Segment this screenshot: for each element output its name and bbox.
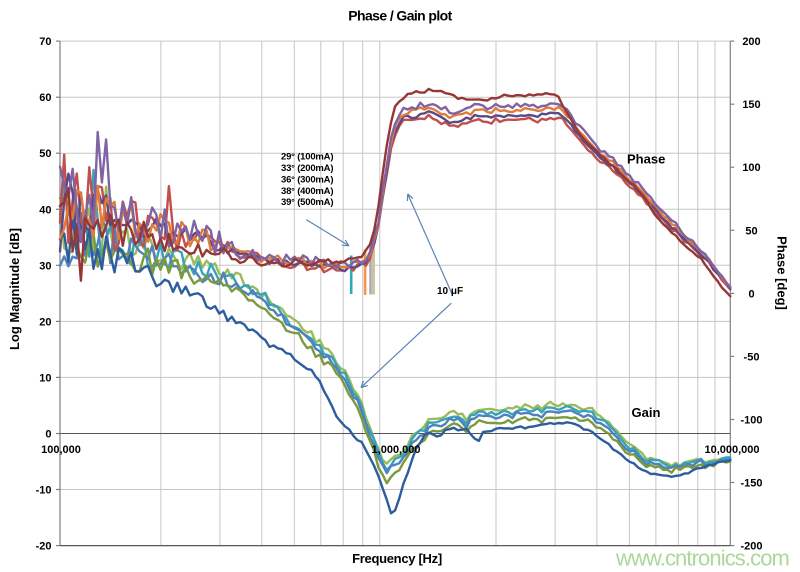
svg-text:39° (500mA): 39° (500mA) — [281, 197, 333, 208]
svg-text:10: 10 — [39, 372, 51, 384]
svg-text:150: 150 — [742, 99, 760, 111]
svg-text:20: 20 — [39, 316, 51, 328]
svg-text:Phase [deg]: Phase [deg] — [775, 236, 790, 310]
svg-text:0: 0 — [748, 288, 754, 300]
svg-text:-50: -50 — [744, 351, 760, 363]
svg-text:0: 0 — [45, 429, 51, 441]
svg-text:Phase: Phase — [627, 152, 665, 167]
svg-text:Frequency [Hz]: Frequency [Hz] — [352, 551, 442, 566]
svg-text:-20: -20 — [36, 541, 52, 553]
svg-text:-10: -10 — [36, 485, 52, 497]
svg-text:-150: -150 — [740, 478, 762, 490]
svg-text:www.cntronics.com: www.cntronics.com — [615, 546, 789, 571]
svg-text:70: 70 — [39, 36, 51, 48]
svg-text:60: 60 — [39, 92, 51, 104]
svg-text:Phase / Gain plot: Phase / Gain plot — [348, 8, 452, 24]
svg-text:10,000,000: 10,000,000 — [704, 444, 759, 456]
svg-text:100,000: 100,000 — [41, 444, 81, 456]
svg-text:36° (300mA): 36° (300mA) — [281, 174, 333, 185]
svg-text:Gain: Gain — [632, 405, 661, 420]
svg-text:-100: -100 — [740, 415, 762, 427]
svg-text:38° (400mA): 38° (400mA) — [281, 186, 333, 197]
svg-text:33° (200mA): 33° (200mA) — [281, 163, 333, 174]
svg-text:1,000,000: 1,000,000 — [372, 444, 421, 456]
svg-text:-200: -200 — [740, 541, 762, 553]
svg-text:Log Magnitude [dB]: Log Magnitude [dB] — [7, 228, 22, 350]
svg-text:50: 50 — [745, 225, 757, 237]
svg-text:30: 30 — [39, 260, 51, 272]
svg-text:50: 50 — [39, 148, 51, 160]
svg-text:200: 200 — [742, 36, 760, 48]
svg-text:100: 100 — [742, 162, 760, 174]
svg-text:40: 40 — [39, 204, 51, 216]
svg-text:10 μF: 10 μF — [437, 286, 463, 297]
svg-text:29° (100mA): 29° (100mA) — [281, 152, 333, 163]
